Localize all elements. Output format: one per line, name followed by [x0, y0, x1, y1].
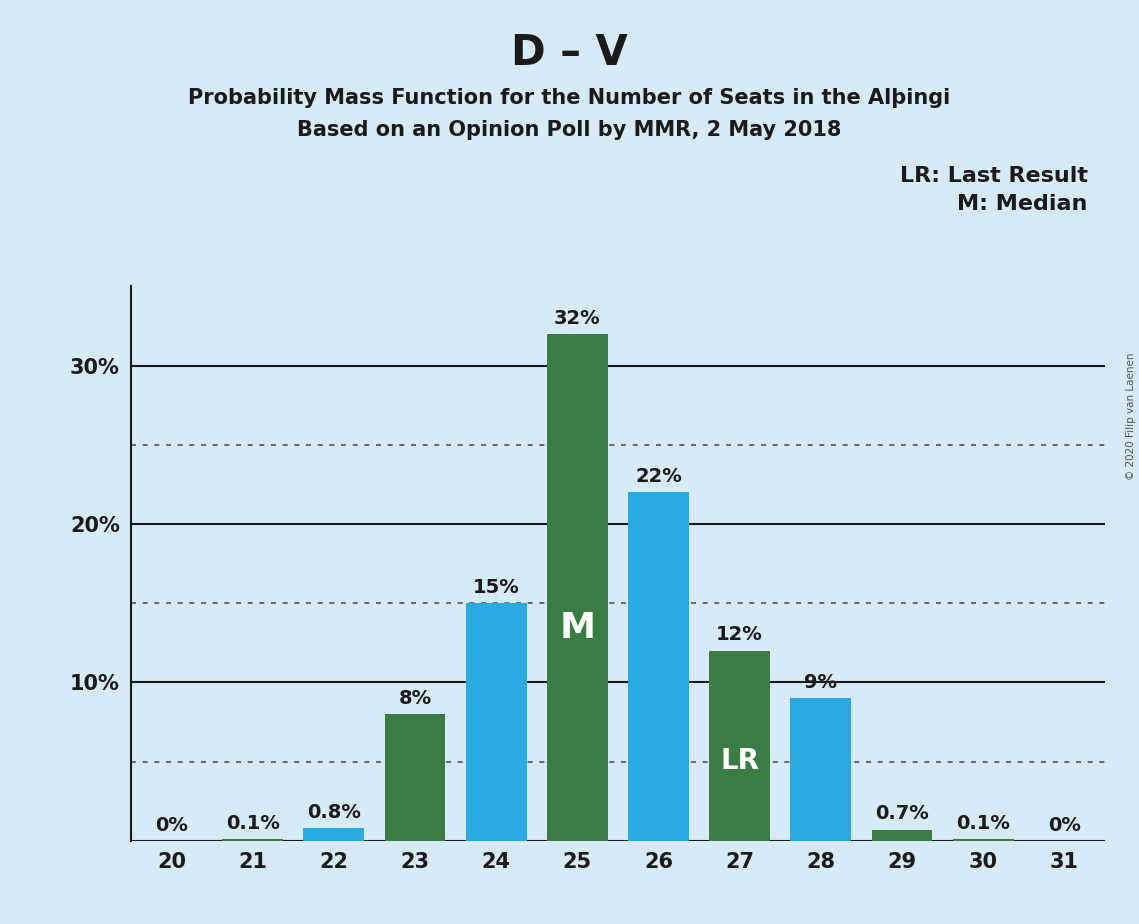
- Bar: [871, 830, 933, 841]
- Bar: [303, 828, 364, 841]
- Text: LR: Last Result: LR: Last Result: [900, 166, 1088, 187]
- Text: 0.8%: 0.8%: [306, 803, 361, 821]
- Text: 8%: 8%: [399, 688, 432, 708]
- Bar: [466, 603, 526, 841]
- Text: 0.1%: 0.1%: [956, 814, 1010, 833]
- Text: 32%: 32%: [554, 309, 600, 328]
- Text: LR: LR: [720, 747, 759, 775]
- Bar: [222, 839, 284, 841]
- Bar: [710, 650, 770, 841]
- Bar: [790, 699, 851, 841]
- Text: M: Median: M: Median: [958, 194, 1088, 214]
- Text: Based on an Opinion Poll by MMR, 2 May 2018: Based on an Opinion Poll by MMR, 2 May 2…: [297, 120, 842, 140]
- Bar: [385, 714, 445, 841]
- Bar: [547, 334, 608, 841]
- Text: M: M: [559, 611, 596, 645]
- Text: 0.1%: 0.1%: [226, 814, 280, 833]
- Text: 22%: 22%: [636, 467, 682, 486]
- Bar: [952, 839, 1014, 841]
- Text: 0%: 0%: [155, 816, 188, 834]
- Text: 12%: 12%: [716, 626, 763, 644]
- Text: 9%: 9%: [804, 673, 837, 692]
- Bar: [628, 492, 689, 841]
- Text: Probability Mass Function for the Number of Seats in the Alþingi: Probability Mass Function for the Number…: [188, 88, 951, 108]
- Text: 0%: 0%: [1048, 816, 1081, 834]
- Text: D – V: D – V: [511, 32, 628, 74]
- Text: 15%: 15%: [473, 578, 519, 597]
- Text: 0.7%: 0.7%: [875, 805, 928, 823]
- Text: © 2020 Filip van Laenen: © 2020 Filip van Laenen: [1126, 352, 1136, 480]
